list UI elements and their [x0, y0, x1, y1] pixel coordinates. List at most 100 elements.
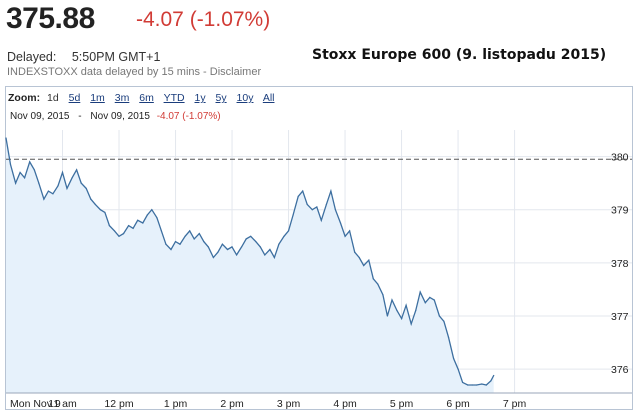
data-point — [217, 251, 219, 253]
data-point — [424, 302, 426, 304]
data-point — [241, 246, 243, 248]
data-point — [419, 291, 421, 293]
x-tick-label: Mon Nov 9 — [10, 398, 61, 410]
zoom-6m[interactable]: 6m — [139, 92, 154, 104]
data-point — [24, 177, 26, 179]
y-tick-label: 378 — [611, 258, 629, 270]
zoom-bar: Zoom: 1d 5d 1m 3m 6m YTD 1y 5y 10y All — [8, 92, 281, 104]
y-tick-label: 379 — [611, 205, 629, 217]
data-point — [302, 190, 304, 192]
zoom-5d[interactable]: 5d — [68, 92, 81, 104]
range-separator: - — [78, 111, 82, 122]
data-point — [33, 169, 35, 171]
data-point — [485, 384, 487, 386]
data-point — [396, 310, 398, 312]
data-point — [99, 209, 101, 211]
range-change: -4.07 (-1.07%) — [156, 111, 221, 122]
data-point — [104, 211, 106, 213]
data-point — [349, 230, 351, 232]
data-point — [146, 214, 148, 216]
data-point — [250, 235, 252, 237]
data-point — [471, 384, 473, 386]
data-point — [363, 264, 365, 267]
data-point — [405, 304, 407, 306]
data-point — [221, 243, 223, 245]
data-point — [311, 209, 313, 211]
series-area — [6, 138, 494, 393]
zoom-1y[interactable]: 1y — [194, 92, 206, 104]
data-point — [401, 318, 403, 320]
data-point — [61, 171, 64, 174]
data-point — [132, 227, 134, 229]
data-point — [137, 219, 139, 221]
data-point — [273, 256, 275, 259]
y-tick-label: 376 — [611, 364, 629, 376]
data-point — [278, 243, 280, 245]
data-point — [9, 163, 12, 166]
data-point — [108, 225, 110, 227]
date-range: Nov 09, 2015 - Nov 09, 2015 -4.07 (-1.07… — [10, 111, 221, 122]
range-from[interactable]: Nov 09, 2015 — [10, 111, 70, 122]
data-point — [297, 195, 299, 197]
data-point — [457, 368, 459, 370]
data-point — [19, 171, 21, 174]
data-point — [94, 203, 96, 205]
data-point — [29, 161, 31, 163]
data-point — [462, 381, 464, 383]
data-point — [212, 256, 214, 259]
x-tick-label: 11 am — [48, 398, 77, 410]
source-note[interactable]: INDEXSTOXX data delayed by 15 mins - Dis… — [7, 66, 262, 78]
data-point — [231, 246, 233, 248]
zoom-1d[interactable]: 1d — [47, 92, 59, 104]
data-point — [490, 380, 492, 382]
zoom-3m[interactable]: 3m — [114, 92, 130, 104]
chart-overlay-title: Stoxx Europe 600 (9. listopadu 2015) — [312, 47, 607, 63]
data-point — [410, 323, 412, 325]
x-tick-label: 2 pm — [220, 398, 244, 410]
data-point — [306, 203, 308, 205]
data-point — [415, 310, 417, 312]
data-point — [245, 238, 247, 240]
data-point — [80, 182, 82, 184]
zoom-10y[interactable]: 10y — [236, 92, 254, 104]
x-tick-label: 5 pm — [390, 398, 414, 410]
data-point — [90, 198, 92, 200]
zoom-1m[interactable]: 1m — [90, 92, 105, 104]
data-point — [259, 246, 261, 248]
data-point — [493, 374, 495, 377]
data-point — [128, 225, 130, 227]
data-point — [207, 246, 209, 248]
price-change: -4.07 (-1.07%) — [136, 8, 271, 31]
data-point — [226, 248, 229, 251]
data-point — [236, 254, 238, 256]
data-point — [38, 182, 40, 184]
data-point — [184, 235, 186, 237]
data-point — [165, 243, 167, 245]
data-point — [71, 177, 73, 179]
data-point — [467, 384, 469, 386]
data-point — [283, 235, 285, 237]
x-tick-label: 3 pm — [277, 398, 301, 410]
data-point — [391, 299, 393, 301]
zoom-ytd[interactable]: YTD — [163, 92, 185, 104]
data-point — [269, 248, 271, 251]
range-to[interactable]: Nov 09, 2015 — [90, 111, 150, 122]
data-point — [325, 203, 327, 205]
zoom-5y[interactable]: 5y — [215, 92, 227, 104]
index-price: 375.88 — [6, 2, 95, 35]
data-point — [354, 251, 356, 253]
zoom-label: Zoom: — [8, 92, 41, 104]
data-point — [174, 241, 177, 243]
data-point — [43, 198, 45, 200]
delayed-time: 5:50PM GMT+1 — [71, 50, 161, 64]
data-point — [386, 315, 388, 317]
data-point — [292, 214, 294, 216]
data-point — [198, 233, 200, 235]
delayed-label: Delayed: — [7, 50, 57, 64]
data-point — [344, 235, 346, 237]
data-point — [151, 209, 153, 211]
data-point — [160, 230, 162, 232]
data-point — [334, 209, 336, 211]
zoom-all[interactable]: All — [262, 92, 275, 104]
